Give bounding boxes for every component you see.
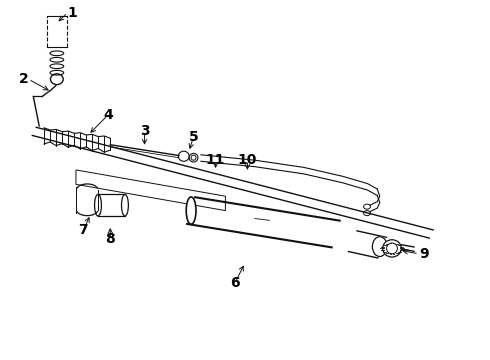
Ellipse shape: [383, 240, 401, 257]
Text: 11: 11: [206, 153, 225, 167]
Text: 9: 9: [419, 247, 429, 261]
Text: 6: 6: [230, 276, 240, 289]
Ellipse shape: [372, 237, 387, 256]
Text: 4: 4: [103, 108, 113, 122]
Text: 3: 3: [140, 125, 149, 138]
Text: 5: 5: [189, 130, 198, 144]
Ellipse shape: [95, 194, 101, 216]
Text: 1: 1: [68, 6, 77, 19]
Ellipse shape: [122, 194, 128, 216]
Text: 10: 10: [238, 153, 257, 167]
Text: 7: 7: [78, 224, 88, 237]
Text: 2: 2: [19, 72, 28, 86]
Ellipse shape: [186, 197, 196, 224]
Text: 8: 8: [105, 233, 115, 246]
